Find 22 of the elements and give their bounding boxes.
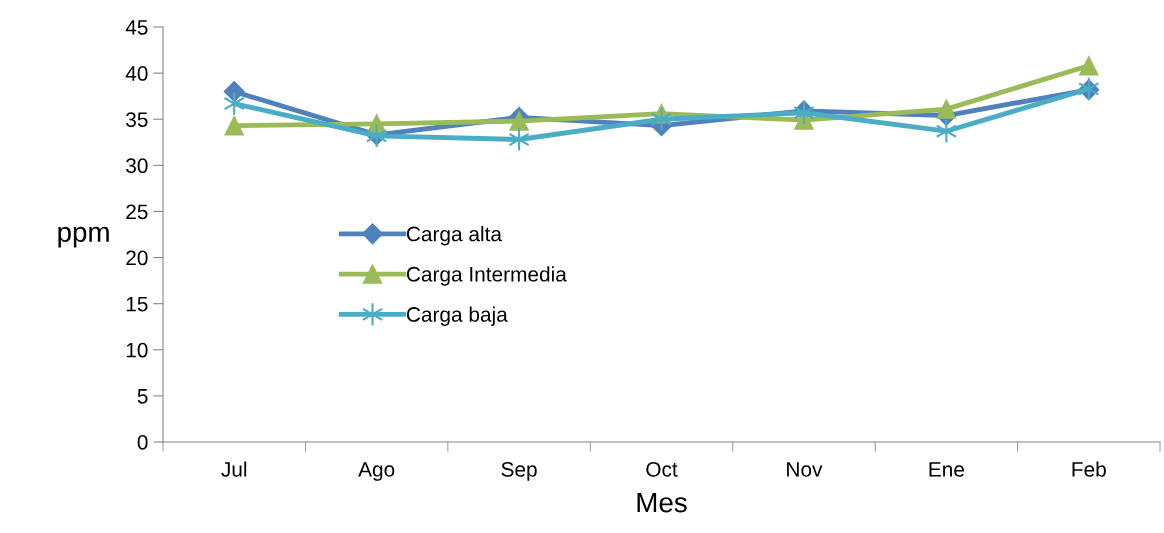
legend-label: Carga baja (406, 306, 508, 326)
legend-label: Carga alta (406, 226, 502, 246)
y-axis-title: ppm (58, 226, 109, 248)
y-tick-label: 10 (126, 342, 148, 358)
x-tick-label: Sep (501, 461, 537, 481)
y-tick-label: 5 (137, 389, 148, 404)
y-tick-label: 20 (126, 250, 148, 266)
y-tick-label: 15 (126, 296, 148, 312)
x-tick-label: Ene (929, 462, 964, 477)
x-axis-title: Mes (637, 493, 687, 513)
y-tick-label: 40 (125, 66, 148, 81)
x-tick-label: Oct (646, 461, 678, 477)
x-tick-label: Feb (1072, 461, 1106, 477)
y-tick-label: 45 (125, 20, 148, 35)
y-tick-label: 0 (137, 435, 148, 450)
x-tick-label: Jul (221, 461, 247, 477)
y-tick-label: 35 (126, 112, 148, 127)
y-tick-label: 25 (126, 204, 148, 220)
legend-label: Carga Intermedia (406, 266, 567, 286)
x-tick-label: Ago (358, 462, 395, 481)
x-tick-label: Nov (787, 462, 823, 477)
y-tick-label: 30 (126, 158, 148, 174)
